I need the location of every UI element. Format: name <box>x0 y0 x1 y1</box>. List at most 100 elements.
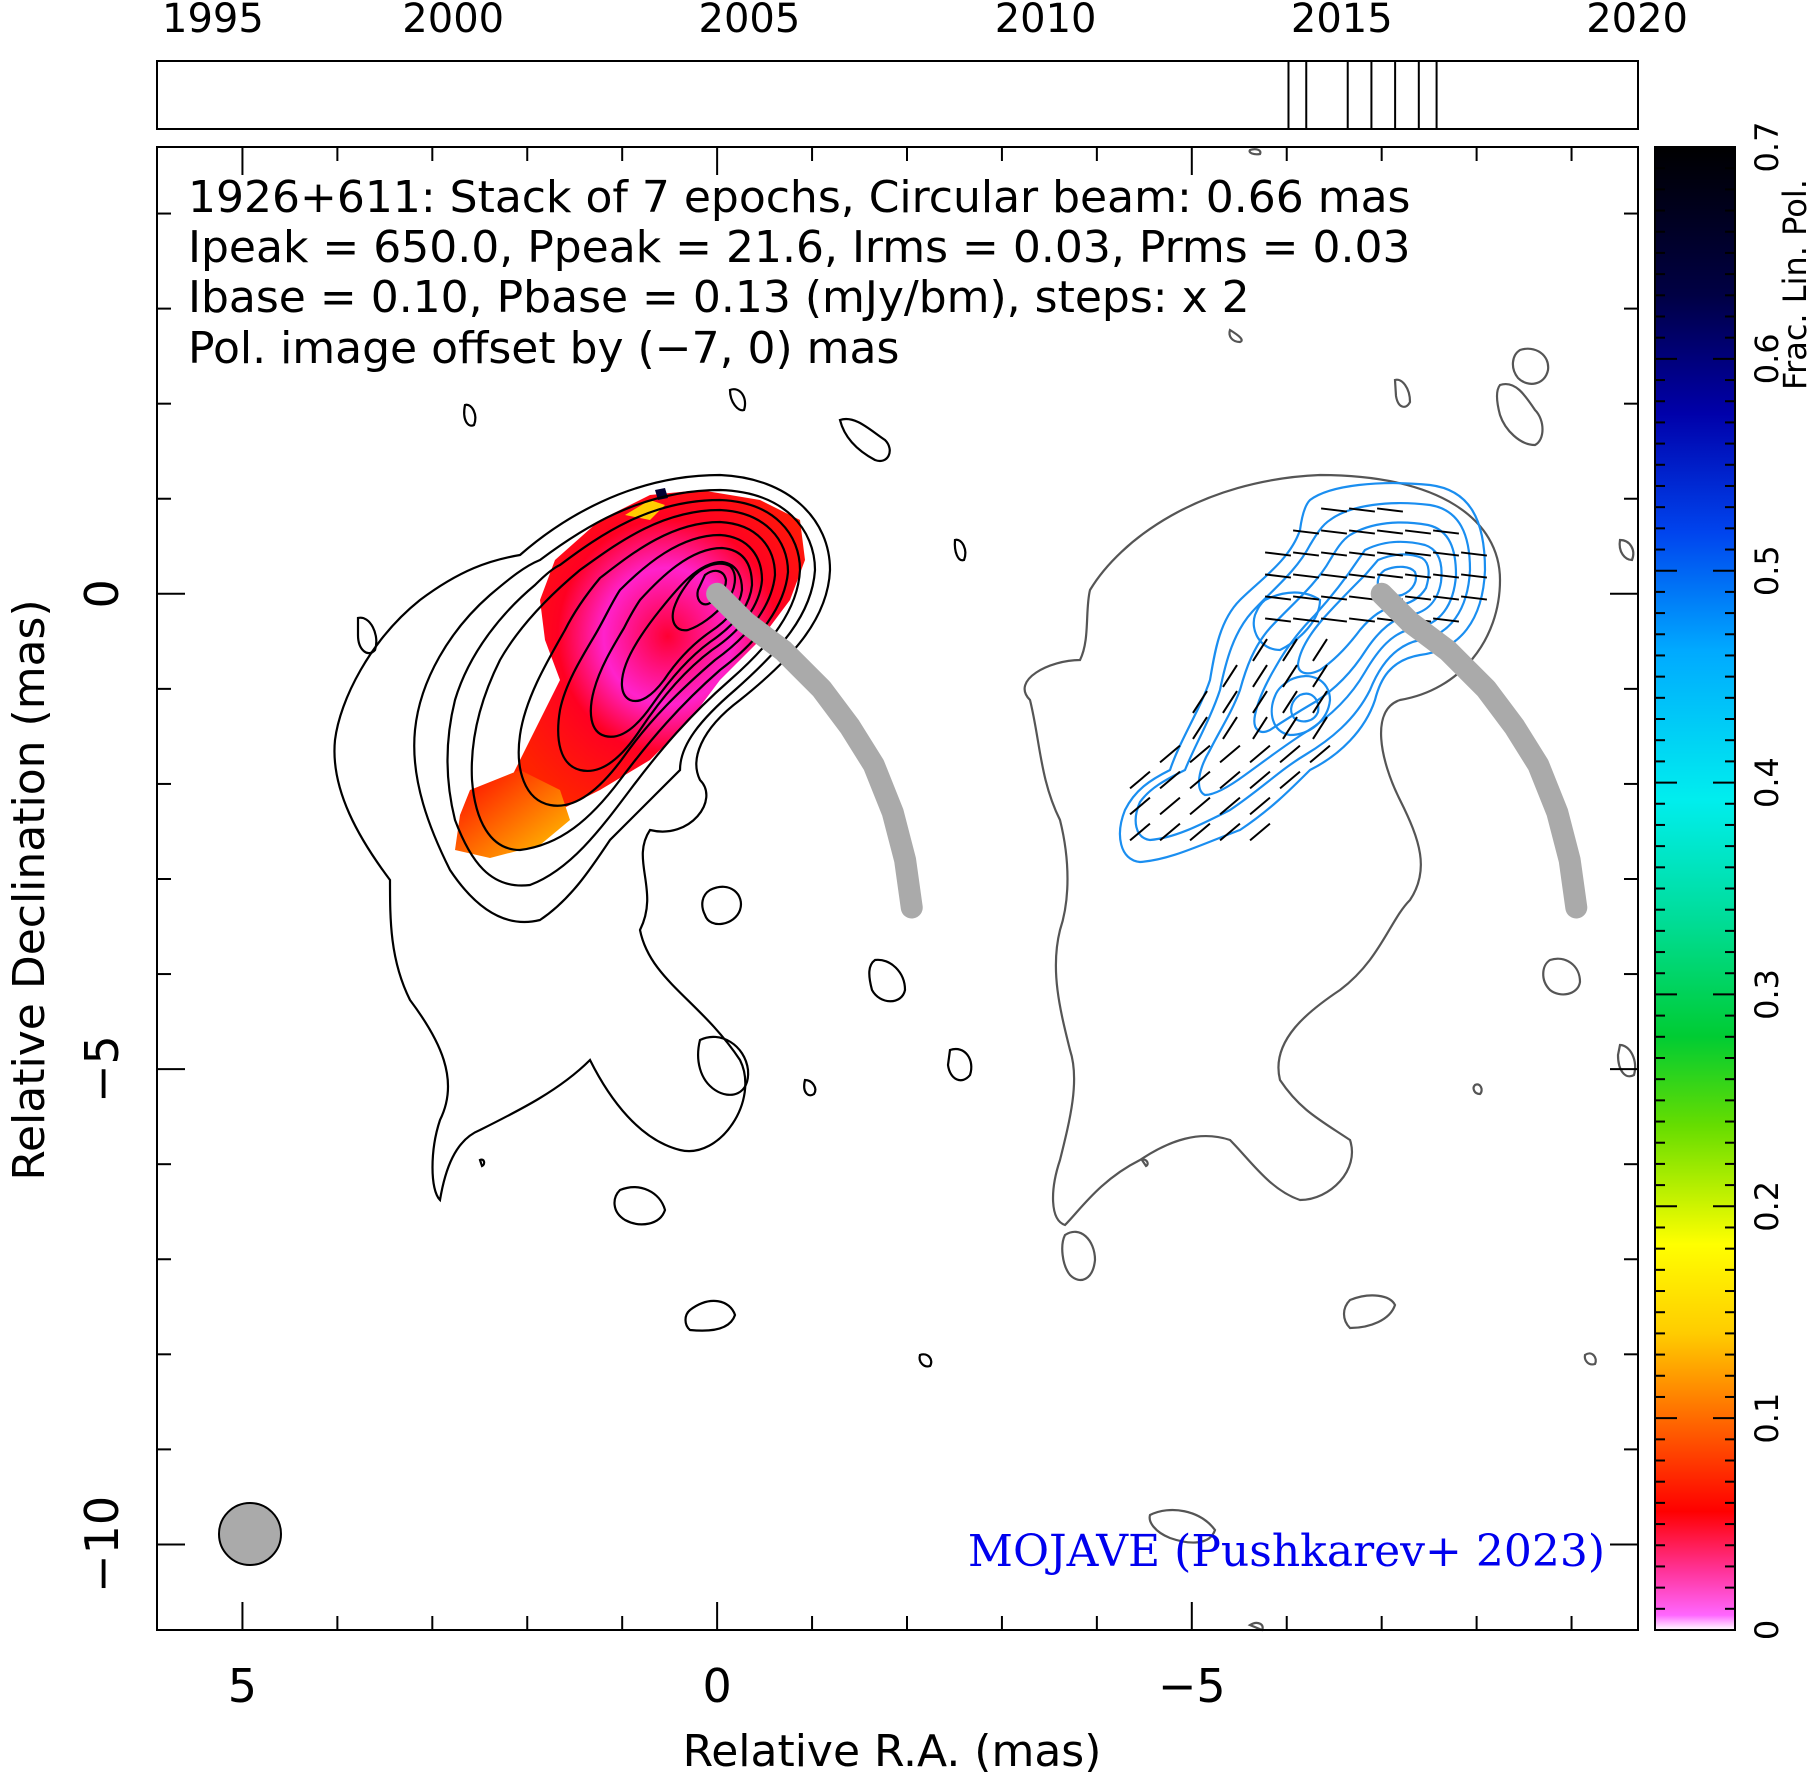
y-axis-label: Relative Declination (mas) <box>4 599 55 1180</box>
evpa-tick <box>1432 529 1460 535</box>
credit-label: MOJAVE (Pushkarev+ 2023) <box>968 1526 1605 1577</box>
evpa-tick <box>1432 573 1460 579</box>
timeline-epoch-markers <box>1287 61 1438 129</box>
x-tick-label: −5 <box>1158 1659 1226 1713</box>
evpa-tick <box>1320 551 1348 557</box>
evpa-tick <box>1264 617 1292 623</box>
timeline-year-label: 2015 <box>1291 0 1393 42</box>
evpa-tick <box>1252 716 1268 740</box>
evpa-tick <box>1348 551 1376 557</box>
evpa-tick <box>1249 770 1271 790</box>
evpa-tick <box>1376 507 1404 513</box>
timeline-year-label: 2005 <box>699 0 801 42</box>
main-plot: 5 0 −5 0 −5 −10 1926+611: Stack of 7 epochs, … <box>4 146 1639 1777</box>
evpa-tick <box>1460 595 1488 601</box>
evpa-tick <box>1222 664 1238 688</box>
x-tick-label: 5 <box>228 1659 257 1713</box>
total-intensity-contours <box>333 388 973 1368</box>
evpa-tick <box>1264 595 1292 601</box>
colorbar-tick-label: 0.3 <box>1748 969 1786 1020</box>
evpa-tick <box>1189 770 1211 790</box>
evpa-tick <box>1404 529 1432 535</box>
evpa-tick <box>1192 716 1208 740</box>
evpa-tick <box>1222 690 1238 714</box>
evpa-tick <box>1264 551 1292 557</box>
evpa-tick <box>1249 796 1271 816</box>
evpa-tick <box>1320 595 1348 601</box>
evpa-tick <box>1376 551 1404 557</box>
colorbar-tick-label: 0.1 <box>1748 1393 1786 1444</box>
evpa-tick <box>1279 770 1301 790</box>
colorbar-tick-label: 0.7 <box>1748 122 1786 173</box>
evpa-tick <box>1348 507 1376 513</box>
evpa-tick <box>1252 690 1268 714</box>
colorbar: 0 0.1 0.2 0.3 0.4 0.5 0.6 0.7 Frac. Lin. Pol. <box>1654 122 1814 1640</box>
evpa-tick <box>1348 595 1376 601</box>
timeline-frame <box>156 60 1639 130</box>
fractional-polarization-image <box>455 488 805 858</box>
colorbar-tick-label: 0.4 <box>1748 757 1786 808</box>
evpa-tick <box>1292 573 1320 579</box>
evpa-tick <box>1404 551 1432 557</box>
offset-intensity-contours <box>1023 148 1637 1632</box>
colorbar-tick-label: 0.2 <box>1748 1181 1786 1232</box>
evpa-tick <box>1219 744 1241 764</box>
evpa-tick <box>1312 690 1328 714</box>
evpa-tick <box>1129 822 1151 842</box>
evpa-tick <box>1282 664 1298 688</box>
timeline-year-labels: 1995 2000 2005 2010 2015 2020 <box>162 0 1688 42</box>
evpa-tick <box>1348 529 1376 535</box>
evpa-tick <box>1348 573 1376 579</box>
timeline-year-label: 2020 <box>1586 0 1688 42</box>
evpa-tick <box>1222 716 1238 740</box>
info-line-2: Ipeak = 650.0, Ppeak = 21.6, Irms = 0.03… <box>188 222 1410 273</box>
polarized-intensity-contours <box>1118 482 1487 864</box>
evpa-tick <box>1312 638 1328 662</box>
evpa-tick <box>1312 716 1328 740</box>
colorbar-tick-label: 0.6 <box>1748 333 1786 384</box>
evpa-tick <box>1189 822 1211 842</box>
evpa-tick <box>1219 796 1241 816</box>
evpa-tick <box>1320 529 1348 535</box>
colorbar-scale <box>1654 146 1736 1631</box>
evpa-tick <box>1159 770 1181 790</box>
timeline-year-label: 2000 <box>402 0 504 42</box>
timeline-year-label: 2010 <box>995 0 1097 42</box>
evpa-tick <box>1432 595 1460 601</box>
evpa-tick <box>1282 716 1298 740</box>
evpa-tick <box>1159 744 1181 764</box>
evpa-tick <box>1312 664 1328 688</box>
main-plot-frame <box>156 146 1639 1631</box>
evpa-tick <box>1348 617 1376 623</box>
x-tick-label: 0 <box>702 1659 731 1713</box>
main-axis-ticks <box>157 147 1638 1630</box>
evpa-tick <box>1249 744 1271 764</box>
info-line-1: 1926+611: Stack of 7 epochs, Circular be… <box>188 172 1410 223</box>
x-axis-label: Relative R.A. (mas) <box>683 1726 1102 1777</box>
evpa-tick <box>1189 744 1211 764</box>
evpa-tick <box>1320 507 1348 513</box>
colorbar-tick-label: 0.5 <box>1748 545 1786 596</box>
evpa-tick <box>1404 595 1432 601</box>
evpa-tick <box>1159 796 1181 816</box>
evpa-tick <box>1292 595 1320 601</box>
evpa-tick <box>1460 551 1488 557</box>
evpa-tick <box>1282 690 1298 714</box>
evpa-tick <box>1159 822 1181 842</box>
evpa-tick <box>1219 822 1241 842</box>
evpa-tick <box>1282 638 1298 662</box>
evpa-tick <box>1404 573 1432 579</box>
y-tick-label: 0 <box>75 579 129 608</box>
evpa-tick <box>1192 690 1208 714</box>
info-line-3: Ibase = 0.10, Pbase = 0.13 (mJy/bm), ste… <box>188 272 1250 323</box>
evpa-tick <box>1189 796 1211 816</box>
timeline-year-label: 1995 <box>162 0 264 42</box>
jet-ridge-line <box>706 582 1588 919</box>
evpa-tick <box>1292 551 1320 557</box>
evpa-tick <box>1129 770 1151 790</box>
evpa-tick <box>1264 573 1292 579</box>
evpa-tick <box>1320 617 1348 623</box>
info-line-4: Pol. image offset by (−7, 0) mas <box>188 323 899 374</box>
y-tick-label: −10 <box>75 1496 129 1593</box>
